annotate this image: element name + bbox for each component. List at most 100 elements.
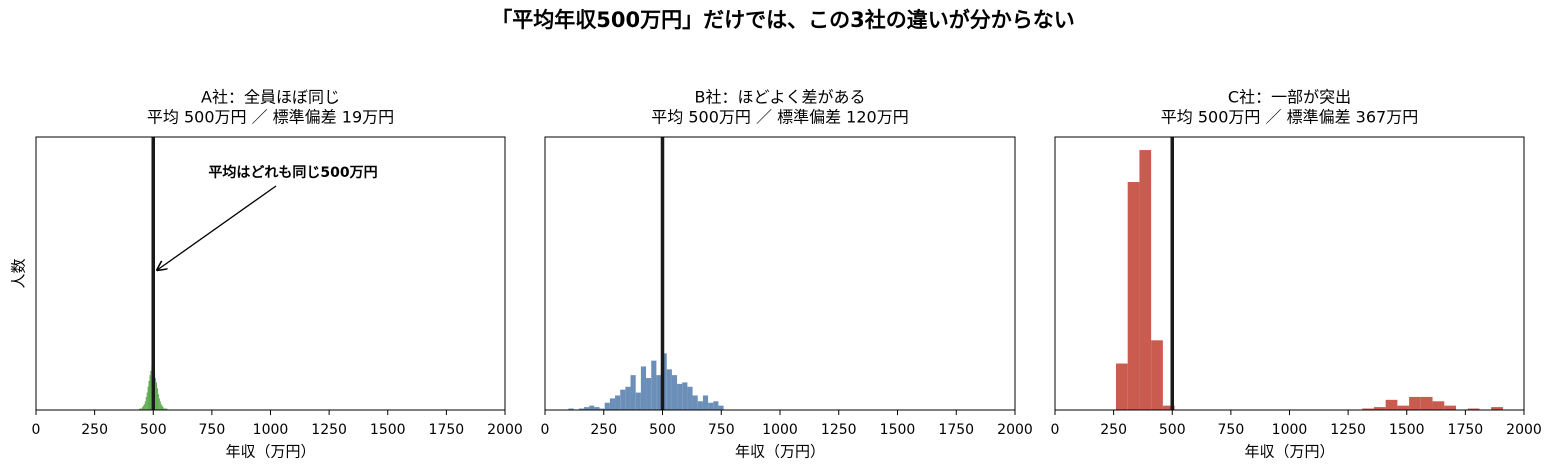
bar bbox=[1139, 150, 1152, 410]
bar bbox=[157, 394, 159, 410]
x-tick-label: 1250 bbox=[1330, 422, 1366, 438]
x-tick-label: 1750 bbox=[938, 422, 974, 438]
bar bbox=[692, 395, 698, 410]
bar bbox=[615, 395, 621, 410]
bar bbox=[144, 401, 146, 410]
x-tick-label: 1000 bbox=[253, 422, 289, 438]
y-axis-label: 人数 bbox=[10, 258, 28, 288]
bar bbox=[147, 386, 149, 410]
bar bbox=[640, 366, 647, 410]
x-tick-label: 1000 bbox=[762, 422, 798, 438]
bar bbox=[584, 407, 590, 410]
bar bbox=[1385, 399, 1398, 410]
annotation-arrow bbox=[157, 185, 277, 270]
bar bbox=[677, 383, 683, 410]
x-tick-label: 1250 bbox=[821, 422, 857, 438]
bar bbox=[1373, 407, 1386, 410]
bar bbox=[160, 404, 162, 410]
bar bbox=[162, 407, 164, 410]
x-axis-label: 年収（万円） bbox=[1244, 443, 1334, 461]
x-tick-label: 250 bbox=[590, 422, 617, 438]
bar bbox=[625, 386, 631, 410]
x-tick-label: 1500 bbox=[880, 422, 916, 438]
bar bbox=[159, 401, 161, 410]
bar bbox=[1151, 340, 1163, 410]
panel-title: B社：ほどよく差がある bbox=[695, 88, 866, 107]
bar bbox=[157, 388, 158, 410]
bar bbox=[139, 408, 141, 410]
bar bbox=[630, 375, 636, 410]
panel-subtitle: 平均 500万円 ／ 標準偏差 367万円 bbox=[1161, 108, 1418, 127]
x-tick-label: 1500 bbox=[370, 422, 406, 438]
x-axis-label: 年収（万円） bbox=[735, 443, 825, 461]
x-tick-label: 750 bbox=[199, 422, 226, 438]
bar bbox=[620, 389, 626, 410]
bar bbox=[155, 378, 157, 410]
x-tick-label: 1750 bbox=[429, 422, 465, 438]
plot-frame bbox=[35, 136, 506, 411]
bar bbox=[589, 405, 595, 410]
bar bbox=[697, 401, 703, 410]
x-tick-label: 250 bbox=[81, 422, 108, 438]
bar bbox=[145, 396, 147, 410]
x-axis-label: 年収（万円） bbox=[225, 443, 315, 461]
plot-frame bbox=[544, 136, 1016, 411]
x-tick-label: 2000 bbox=[1506, 422, 1542, 438]
bar bbox=[143, 404, 145, 410]
x-tick-label: 500 bbox=[140, 422, 167, 438]
x-tick-label: 500 bbox=[1159, 422, 1186, 438]
bar bbox=[671, 375, 678, 410]
bar bbox=[148, 380, 150, 410]
x-tick-label: 250 bbox=[1100, 422, 1127, 438]
bar bbox=[141, 407, 143, 410]
bar bbox=[651, 360, 657, 410]
bar bbox=[594, 407, 600, 410]
panel-subtitle: 平均 500万円 ／ 標準偏差 120万円 bbox=[651, 108, 908, 127]
bar bbox=[146, 392, 148, 410]
bar bbox=[156, 382, 158, 410]
x-tick-label: 500 bbox=[649, 422, 676, 438]
bar bbox=[687, 386, 693, 410]
bar bbox=[604, 402, 610, 410]
bar bbox=[635, 392, 641, 410]
bar bbox=[708, 402, 714, 410]
bar bbox=[1409, 396, 1421, 410]
bar bbox=[646, 378, 652, 410]
x-tick-label: 0 bbox=[541, 422, 550, 438]
plot-frame bbox=[1054, 136, 1525, 411]
x-tick-label: 1250 bbox=[311, 422, 347, 438]
x-tick-label: 750 bbox=[708, 422, 735, 438]
bar bbox=[161, 405, 163, 410]
panel-title: C社：一部が突出 bbox=[1228, 88, 1351, 107]
panel-subtitle: 平均 500万円 ／ 標準偏差 19万円 bbox=[147, 108, 394, 127]
bar bbox=[142, 405, 144, 410]
bar bbox=[1115, 363, 1128, 410]
bar bbox=[166, 408, 168, 410]
bar bbox=[163, 408, 165, 410]
x-tick-label: 2000 bbox=[997, 422, 1033, 438]
bar bbox=[164, 408, 166, 410]
x-tick-label: 0 bbox=[32, 422, 41, 438]
bar bbox=[1127, 182, 1140, 410]
bar bbox=[149, 375, 151, 410]
bar bbox=[140, 408, 142, 410]
bar bbox=[158, 398, 160, 410]
bar bbox=[1397, 405, 1410, 410]
bar bbox=[702, 395, 709, 410]
annotation: 平均はどれも同じ500万円 bbox=[208, 164, 377, 181]
x-tick-label: 0 bbox=[1051, 422, 1060, 438]
bar bbox=[609, 398, 616, 410]
bar bbox=[713, 401, 719, 410]
x-tick-label: 1500 bbox=[1389, 422, 1425, 438]
bar bbox=[599, 408, 605, 410]
bar bbox=[666, 369, 672, 410]
x-tick-label: 1750 bbox=[1448, 422, 1484, 438]
bar bbox=[656, 375, 662, 410]
x-tick-label: 2000 bbox=[487, 422, 523, 438]
bar bbox=[1162, 405, 1175, 410]
bar bbox=[1467, 408, 1480, 410]
bar bbox=[718, 405, 724, 410]
bar bbox=[682, 382, 688, 410]
bar bbox=[150, 370, 152, 410]
